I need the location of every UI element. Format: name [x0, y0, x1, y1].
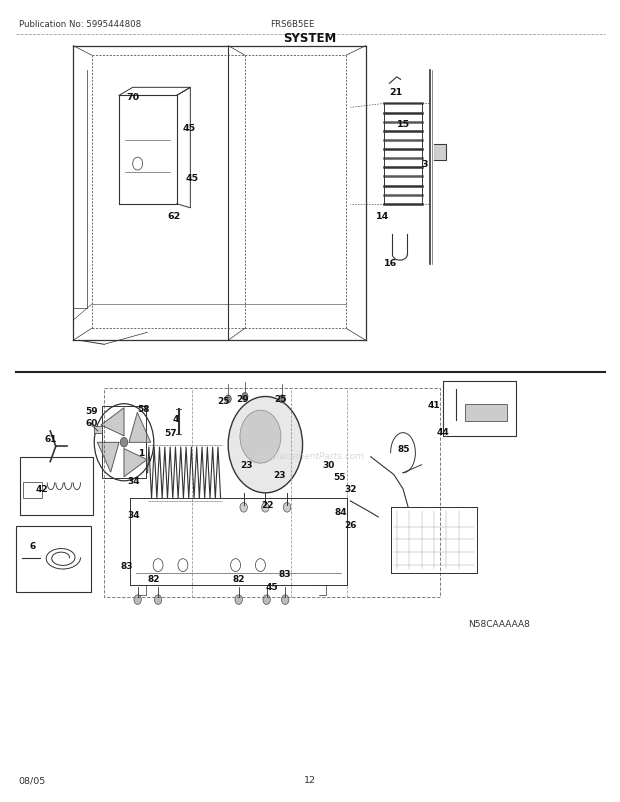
Bar [391, 508, 477, 573]
Bar [94, 427, 102, 433]
Text: 83: 83 [121, 561, 133, 570]
Text: 42: 42 [36, 484, 48, 494]
Text: 32: 32 [344, 484, 356, 494]
Text: 45: 45 [185, 173, 199, 183]
Text: 21: 21 [389, 87, 402, 97]
Bar [102, 407, 146, 479]
Text: 30: 30 [322, 460, 335, 470]
Text: 6: 6 [29, 541, 35, 550]
Text: 82: 82 [232, 574, 245, 584]
Circle shape [134, 595, 141, 605]
Text: 44: 44 [437, 427, 450, 436]
Circle shape [228, 397, 303, 493]
Text: 22: 22 [262, 500, 274, 510]
Circle shape [262, 503, 269, 512]
Polygon shape [129, 413, 151, 443]
Circle shape [154, 595, 162, 605]
Text: 83: 83 [279, 569, 291, 578]
Text: 25: 25 [217, 396, 229, 406]
Text: 23: 23 [240, 460, 252, 470]
Text: 14: 14 [376, 212, 389, 221]
Text: 45: 45 [182, 124, 196, 133]
Text: Publication No: 5995444808: Publication No: 5995444808 [19, 20, 141, 29]
Text: 26: 26 [344, 520, 356, 530]
Circle shape [281, 595, 289, 605]
Text: eReplacementParts.com: eReplacementParts.com [255, 451, 365, 460]
Text: 16: 16 [384, 258, 397, 268]
Bar [16, 526, 91, 592]
Text: 84: 84 [335, 507, 347, 516]
Text: 45: 45 [265, 582, 278, 592]
Circle shape [240, 503, 247, 512]
Text: 82: 82 [148, 574, 160, 584]
Text: 1: 1 [138, 448, 144, 458]
Text: 55: 55 [334, 472, 346, 482]
Circle shape [283, 503, 291, 512]
Text: 60: 60 [86, 418, 98, 427]
Text: 3: 3 [422, 160, 428, 169]
Text: 61: 61 [45, 434, 57, 444]
Text: 85: 85 [398, 444, 410, 454]
Text: 58: 58 [138, 404, 150, 414]
Circle shape [242, 393, 248, 401]
Text: 57: 57 [164, 428, 177, 438]
Text: 34: 34 [127, 476, 140, 486]
Bar [443, 382, 516, 436]
Text: FRS6B5EE: FRS6B5EE [270, 20, 314, 29]
Text: 12: 12 [304, 775, 316, 784]
Text: 62: 62 [167, 212, 180, 221]
Circle shape [225, 395, 231, 403]
Text: SYSTEM: SYSTEM [283, 32, 337, 45]
Text: 08/05: 08/05 [19, 775, 46, 784]
Text: 41: 41 [428, 400, 440, 410]
Text: 4: 4 [172, 415, 179, 424]
Text: 70: 70 [126, 93, 140, 103]
Polygon shape [97, 443, 119, 472]
Circle shape [235, 595, 242, 605]
Circle shape [120, 438, 128, 448]
Circle shape [279, 395, 285, 403]
Bar [465, 404, 507, 422]
Text: 15: 15 [396, 119, 410, 129]
Polygon shape [124, 449, 147, 477]
Polygon shape [101, 408, 124, 436]
Circle shape [263, 595, 270, 605]
Text: 34: 34 [127, 510, 140, 520]
Text: 25: 25 [274, 395, 286, 404]
Bar [20, 457, 93, 515]
Bar [23, 483, 42, 499]
Text: 23: 23 [273, 470, 285, 480]
Circle shape [240, 411, 281, 464]
Text: 59: 59 [86, 406, 98, 415]
Text: 29: 29 [237, 395, 249, 404]
Text: N58CAAAAA8: N58CAAAAA8 [468, 619, 530, 628]
